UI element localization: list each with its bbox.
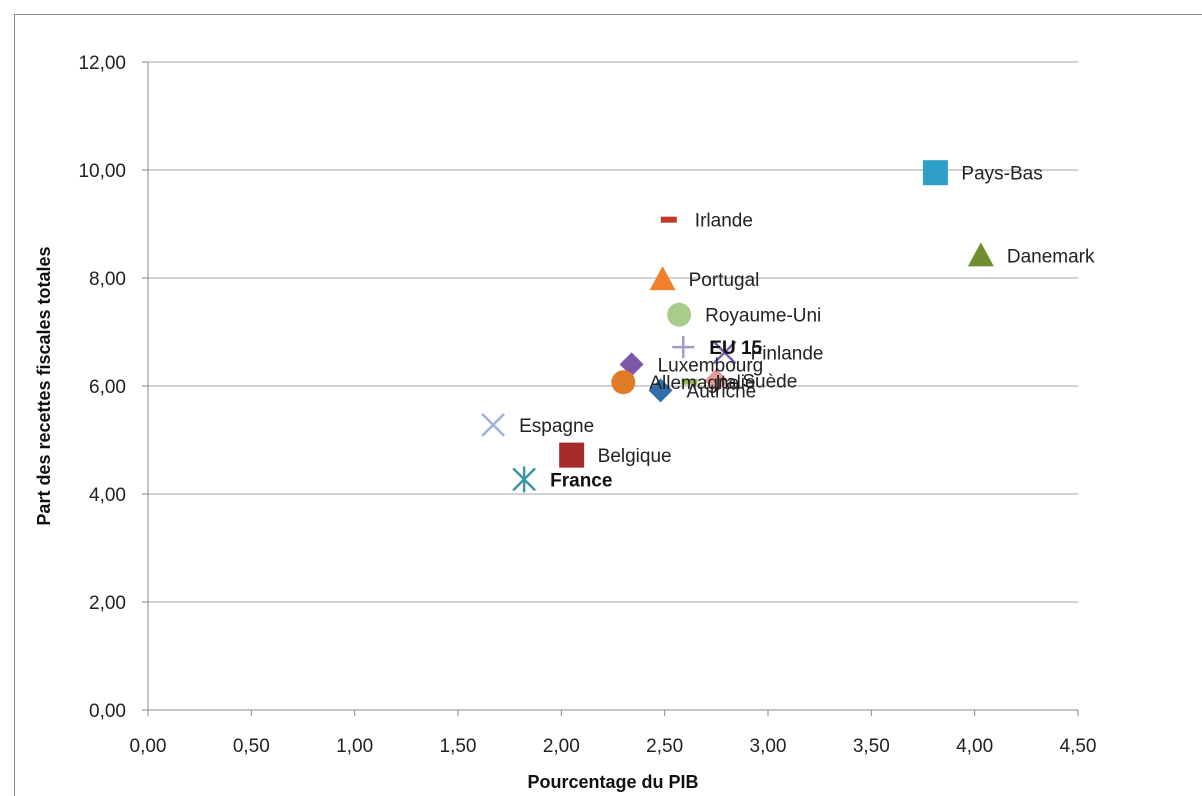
y-tick-label: 12,00 <box>78 53 126 74</box>
y-axis-title: Part des recettes fiscales totales <box>34 246 54 525</box>
x-tick-label: 2,50 <box>646 736 683 757</box>
x-tick-label: 1,50 <box>440 736 477 757</box>
y-tick-label: 6,00 <box>89 377 126 398</box>
label-irlande: Irlande <box>695 211 753 232</box>
y-tick-label: 8,00 <box>89 269 126 290</box>
label-france: France <box>550 470 612 491</box>
label-autriche: Autriche <box>687 381 757 402</box>
x-tick-label: 3,50 <box>853 736 890 757</box>
point-pays-bas <box>923 161 947 185</box>
x-tick-label: 0,50 <box>233 736 270 757</box>
point-irlande <box>661 217 677 223</box>
label-danemark: Danemark <box>1007 246 1095 267</box>
x-axis-title: Pourcentage du PIB <box>527 772 698 792</box>
label-belgique: Belgique <box>598 446 672 467</box>
x-tick-label: 2,00 <box>543 736 580 757</box>
label-portugal: Portugal <box>689 270 760 291</box>
tick-labels: 0,00 2,00 4,00 6,00 8,00 10,00 12,00 0,00 0,50 1,… <box>78 53 1096 757</box>
point-espagne <box>482 414 504 436</box>
label-espagne: Espagne <box>519 416 594 437</box>
point-allemagne <box>611 370 635 394</box>
point-belgique <box>560 443 584 467</box>
label-royaume-uni: Royaume-Uni <box>705 306 821 327</box>
x-tick-label: 4,50 <box>1060 736 1097 757</box>
point-danemark <box>968 242 994 266</box>
y-tick-label: 4,00 <box>89 485 126 506</box>
point-royaume-uni <box>667 303 691 327</box>
point-france <box>513 466 535 492</box>
y-tick-label: 0,00 <box>89 701 126 722</box>
x-tick-label: 3,00 <box>750 736 787 757</box>
point-labels: Pays-Bas Danemark Irlande Portugal Royaume-U… <box>519 164 1095 492</box>
axes <box>142 62 1078 716</box>
x-tick-label: 1,00 <box>336 736 373 757</box>
x-tick-label: 0,00 <box>130 736 167 757</box>
x-tick-label: 4,00 <box>956 736 993 757</box>
y-tick-label: 2,00 <box>89 593 126 614</box>
label-pays-bas: Pays-Bas <box>961 164 1042 185</box>
y-tick-label: 10,00 <box>78 161 126 182</box>
